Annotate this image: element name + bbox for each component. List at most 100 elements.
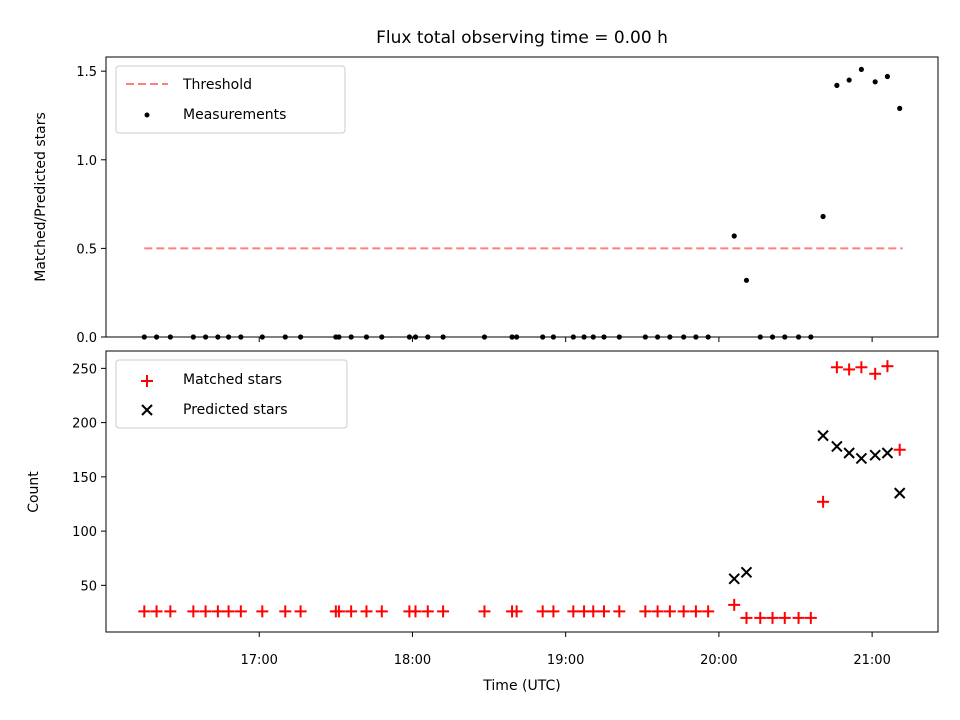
matched-star-point xyxy=(881,360,894,373)
bottom-x-ticks: 17:00 18:00 19:00 20:00 21:00 xyxy=(240,632,891,668)
measurement-point xyxy=(897,105,903,111)
top-axes-frame xyxy=(105,56,939,338)
bottom-y-axis-label: Count xyxy=(26,471,42,513)
x-tick-label: 20:00 xyxy=(700,653,737,668)
legend-measurements-label: Measurements xyxy=(183,107,286,123)
legend-threshold-label: Threshold xyxy=(182,77,252,93)
matched-star-point xyxy=(510,605,523,618)
top-y-ticks: 0.0 0.5 1.0 1.5 xyxy=(76,65,106,346)
matched-star-point xyxy=(187,605,200,618)
matched-star-point xyxy=(613,605,626,618)
bottom-axes-frame xyxy=(105,350,939,633)
predicted-star-point xyxy=(869,449,881,461)
legend-predicted-label: Predicted stars xyxy=(183,402,288,418)
matched-star-point xyxy=(740,611,753,624)
measurement-point xyxy=(731,233,737,239)
matched-star-point xyxy=(256,605,269,618)
matched-star-point xyxy=(547,605,560,618)
matched-star-point xyxy=(437,605,450,618)
matched-star-point xyxy=(689,605,702,618)
predicted-star-point xyxy=(843,447,855,459)
top-y-tick-label: 1.0 xyxy=(76,154,97,169)
matched-star-point xyxy=(536,605,549,618)
matched-star-point xyxy=(478,605,491,618)
measurement-point xyxy=(743,277,750,283)
matched-star-point xyxy=(843,363,856,376)
matched-star-point xyxy=(222,605,235,618)
legend-matched-swatch xyxy=(141,375,153,387)
measurement-point xyxy=(858,66,864,73)
x-tick-label: 21:00 xyxy=(853,653,890,668)
matched-star-point xyxy=(597,605,610,618)
matched-star-point xyxy=(375,605,388,618)
top-y-tick-label: 1.5 xyxy=(76,65,97,80)
matched-star-point xyxy=(164,605,177,618)
measurement-point xyxy=(834,82,840,88)
matched-star-point xyxy=(150,605,163,618)
matched-star-point xyxy=(702,605,715,618)
matched-star-point xyxy=(138,605,151,618)
top-y-tick-label: 0.0 xyxy=(76,331,97,346)
x-tick-label: 18:00 xyxy=(394,653,431,668)
matched-star-point xyxy=(409,605,422,618)
bottom-panel: 50 100 150 200 250 17:00 18:00 19:00 20:00 21:00… xyxy=(26,350,939,694)
matched-star-point xyxy=(766,611,779,624)
x-tick-label: 19:00 xyxy=(547,653,584,668)
matched-star-point xyxy=(567,605,580,618)
matched-star-point xyxy=(651,605,664,618)
matched-star-point xyxy=(677,605,690,618)
bottom-y-tick-label: 50 xyxy=(80,579,97,594)
bottom-y-tick-label: 250 xyxy=(72,362,97,377)
top-x-ticks xyxy=(258,337,873,342)
x-tick-label: 17:00 xyxy=(240,653,277,668)
bottom-y-tick-label: 150 xyxy=(72,471,97,486)
legend-predicted-swatch xyxy=(141,404,153,416)
matched-star-point xyxy=(869,367,882,380)
measurement-point xyxy=(820,213,826,220)
matched-star-point xyxy=(855,361,868,374)
matched-star-point xyxy=(421,605,434,618)
matched-star-point xyxy=(199,605,212,618)
matched-star-point xyxy=(804,611,817,624)
predicted-star-point xyxy=(728,573,740,585)
predicted-star-point xyxy=(817,429,829,442)
bottom-legend: Matched stars Predicted stars xyxy=(115,359,348,429)
top-legend: Threshold Measurements xyxy=(115,65,346,134)
matched-star-point xyxy=(663,605,676,618)
chart-title: Flux total observing time = 0.00 h xyxy=(376,28,668,48)
top-legend-box xyxy=(115,65,346,134)
matched-star-point xyxy=(345,605,358,618)
legend-matched-label: Matched stars xyxy=(183,372,282,388)
predicted-star-point xyxy=(893,487,906,499)
matched-star-point xyxy=(587,605,600,618)
matched-star-point xyxy=(234,605,247,618)
matched-star-point xyxy=(211,605,224,618)
bottom-legend-box xyxy=(115,359,348,429)
matched-star-point xyxy=(728,598,741,611)
legend-measurements-swatch xyxy=(144,112,150,118)
top-panel: 0.0 0.5 1.0 1.5 Matched/Predicted stars Thr… xyxy=(33,56,939,346)
bottom-y-tick-label: 200 xyxy=(72,417,97,432)
measurement-point xyxy=(884,73,891,80)
predicted-star-point xyxy=(831,440,843,453)
top-y-axis-label: Matched/Predicted stars xyxy=(33,112,49,282)
predicted-star-point xyxy=(881,447,894,459)
matched-star-point xyxy=(754,611,767,624)
measurement-point xyxy=(872,79,878,85)
matched-star-point xyxy=(817,495,830,508)
matched-star-point xyxy=(294,605,307,618)
predicted-star-point xyxy=(855,452,868,465)
bottom-y-ticks: 50 100 150 200 250 xyxy=(72,362,106,594)
matched-star-point xyxy=(893,443,906,456)
predicted-star-point xyxy=(740,566,753,579)
bottom-plot-area xyxy=(138,360,906,624)
matched-star-point xyxy=(279,605,292,618)
measurement-point xyxy=(846,77,852,83)
x-axis-label: Time (UTC) xyxy=(482,678,560,694)
matched-star-point xyxy=(639,605,652,618)
matched-star-point xyxy=(360,605,373,618)
matched-star-point xyxy=(778,611,791,624)
top-y-tick-label: 0.5 xyxy=(76,242,97,257)
bottom-y-tick-label: 100 xyxy=(72,525,97,540)
